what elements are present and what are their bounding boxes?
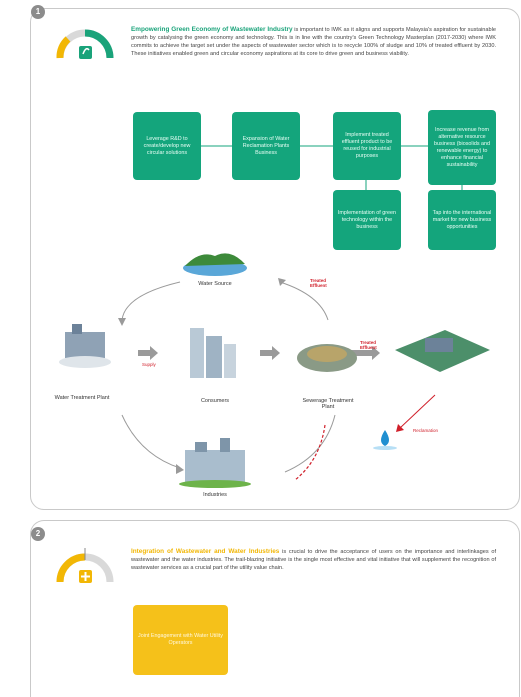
initiative-box: Implementation of green technology withi…: [333, 190, 401, 250]
flow-label: Treated Effluent: [310, 278, 327, 288]
flow-label: Reclamation: [413, 428, 438, 433]
section-number: 2: [31, 527, 45, 541]
node-label: Water Source: [190, 281, 240, 287]
initiative-box: Increase revenue from alternative resour…: [428, 110, 496, 185]
initiative-box: Expansion of Water Reclamation Plants Bu…: [232, 112, 300, 180]
section-icon: [52, 14, 118, 68]
page: {"section1": {"number": "1", "title": "E…: [0, 0, 521, 697]
section-text: Empowering Green Economy of Wastewater I…: [131, 26, 496, 58]
effluent-arrow: [295, 425, 325, 480]
section-number: 1: [31, 5, 45, 19]
node-label: Water Treatment Plant: [52, 395, 112, 401]
water-cycle-diagram: [30, 250, 518, 508]
node-label: Industries: [190, 492, 240, 498]
section-title: Empowering Green Economy of Wastewater I…: [131, 26, 293, 33]
section-title: Integration of Wastewater and Water Indu…: [131, 548, 279, 555]
initiative-box: Joint Engagement with Water Utility Oper…: [133, 605, 228, 675]
flow-label: Supply: [142, 362, 156, 367]
initiative-box: Leverage R&D to create/develop new circu…: [133, 112, 201, 180]
section-icon: [52, 538, 118, 592]
node-label: Consumers: [190, 398, 240, 404]
cycle-arrow: [122, 282, 180, 320]
node-label: Sewerage Treatment Plant: [302, 398, 354, 410]
section-text: Integration of Wastewater and Water Indu…: [131, 548, 496, 572]
flow-label: Treated Effluent: [360, 340, 377, 350]
cycle-arrow: [122, 415, 180, 468]
initiative-box: Implement treated effluent product to be…: [333, 112, 401, 180]
initiative-box: Tap into the international market for ne…: [428, 190, 496, 250]
